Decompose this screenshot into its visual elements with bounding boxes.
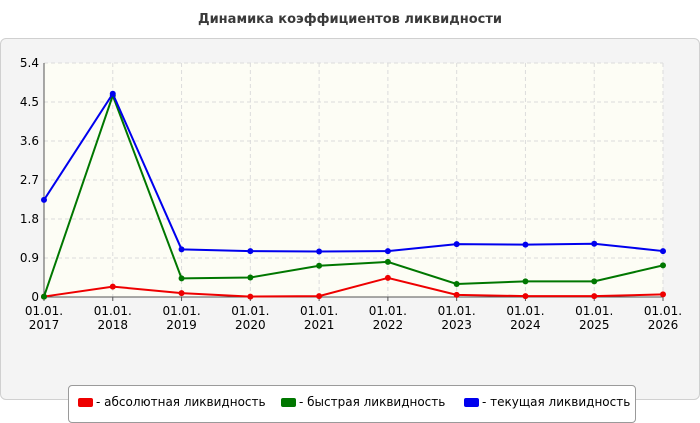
series-line-1	[43, 276, 664, 298]
data-point	[453, 281, 460, 287]
y-tick-label: 5.4	[20, 56, 39, 70]
x-tick-label: 2020	[235, 318, 266, 332]
x-tick-label: 01.01.	[644, 304, 682, 318]
y-tick-label: 4.5	[20, 95, 39, 109]
legend-swatch	[281, 397, 296, 407]
data-point	[41, 196, 47, 203]
x-tick-label: 2018	[98, 318, 129, 332]
data-point	[660, 291, 666, 298]
data-point	[591, 240, 598, 247]
chart-title: Динамика коэффициентов ликвидности	[198, 12, 502, 27]
data-point	[109, 283, 116, 290]
x-tick-label: 01.01.	[94, 304, 132, 318]
x-tick-label: 01.01.	[438, 304, 476, 318]
data-point	[316, 262, 323, 269]
data-point	[591, 293, 598, 300]
data-point	[178, 275, 185, 282]
y-tick-label: 0.9	[20, 251, 39, 265]
data-point	[453, 241, 460, 248]
x-tick-label: 2017	[29, 318, 60, 332]
legend-label: - абсолютная ликвидность	[96, 395, 266, 409]
data-point	[522, 278, 529, 285]
data-point	[522, 241, 529, 248]
legend-item: - быстрая ликвидность	[281, 395, 445, 409]
x-tick-label: 01.01.	[575, 304, 613, 318]
data-point	[660, 248, 666, 255]
legend-item: - текущая ликвидность	[464, 395, 630, 409]
y-tick-label: 3.6	[20, 134, 39, 148]
legend-label: - быстрая ликвидность	[299, 395, 446, 409]
data-point	[591, 278, 598, 285]
x-tick-label: 01.01.	[25, 304, 63, 318]
data-point	[316, 248, 323, 255]
legend: - абсолютная ликвидность - быстрая ликвид…	[68, 385, 636, 423]
data-point	[247, 274, 254, 281]
series-line-2	[43, 92, 664, 297]
chart-panel: 0 0.9 1.8 2.7 3.6 4.5 5.4 01.01. 2017 01.01. 2018 0…	[0, 38, 700, 423]
y-tick-label: 2.7	[20, 173, 39, 187]
x-tick-label: 2021	[304, 318, 335, 332]
data-point	[109, 90, 116, 97]
data-point	[316, 293, 323, 300]
data-point	[384, 248, 391, 255]
x-tick-label: 2024	[510, 318, 541, 332]
chart-root: Динамика коэффициентов ликвидности 0 0.9 1…	[0, 12, 700, 423]
data-point	[384, 258, 391, 265]
data-point	[522, 293, 529, 300]
legend-swatch	[78, 397, 93, 407]
series-line-3	[43, 91, 664, 253]
x-tick-label: 01.01.	[162, 304, 200, 318]
data-point	[660, 262, 666, 269]
x-tick-label: 2023	[441, 318, 472, 332]
x-tick-label: 01.01.	[369, 304, 407, 318]
data-point	[178, 246, 185, 253]
data-point	[247, 248, 254, 255]
legend-item: - абсолютная ликвидность	[78, 395, 266, 409]
chart-plot: 00.91.82.73.64.55.401.01.201701.01.20180…	[20, 56, 682, 332]
legend-label: - текущая ликвидность	[482, 395, 631, 409]
x-tick-label: 01.01.	[300, 304, 338, 318]
x-tick-label: 01.01.	[231, 304, 269, 318]
y-tick-label: 0	[31, 290, 39, 304]
data-point	[247, 293, 254, 300]
data-point	[384, 274, 391, 281]
x-tick-label: 2019	[166, 318, 197, 332]
x-tick-label: 01.01.	[506, 304, 544, 318]
data-point	[41, 293, 47, 300]
legend-swatch	[464, 397, 479, 407]
x-tick-label: 2025	[579, 318, 610, 332]
data-point	[453, 291, 460, 298]
x-tick-label: 2026	[648, 318, 679, 332]
y-tick-label: 1.8	[20, 212, 39, 226]
data-point	[178, 290, 185, 297]
x-tick-label: 2022	[373, 318, 404, 332]
